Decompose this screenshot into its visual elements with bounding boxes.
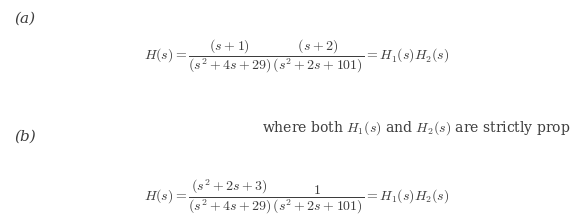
Text: $H(s) = \dfrac{(s+1)}{(s^2+4s+29)}\dfrac{(s+2)}{(s^2+2s+101)} = H_1(s)H_2(s)$: $H(s) = \dfrac{(s+1)}{(s^2+4s+29)}\dfrac… [144, 37, 449, 75]
Text: where both $H_1(s)$ and $H_2(s)$ are strictly proper functions.: where both $H_1(s)$ and $H_2(s)$ are str… [262, 119, 570, 137]
Text: (a): (a) [14, 11, 35, 25]
Text: (b): (b) [14, 130, 36, 144]
Text: $H(s) = \dfrac{(s^2+2s+3)}{(s^2+4s+29)}\dfrac{1}{(s^2+2s+101)} = H_1(s)H_2(s)$: $H(s) = \dfrac{(s^2+2s+3)}{(s^2+4s+29)}\… [144, 178, 449, 216]
